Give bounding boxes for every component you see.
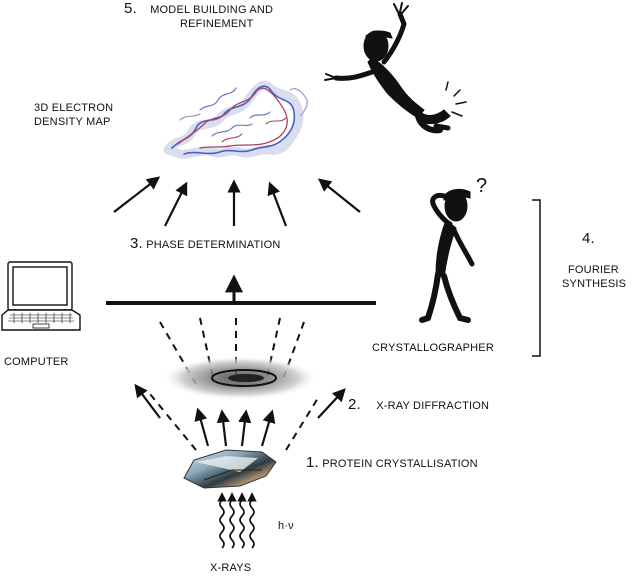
diffraction-arrows <box>134 383 346 447</box>
protein-crystal <box>183 449 277 489</box>
phase-arrows <box>113 176 361 227</box>
step-1-text: PROTEIN CRYSTALLISATION <box>322 458 478 470</box>
step-3-number: 3. <box>130 235 143 252</box>
step-4-line2: SYNTHESIS <box>562 278 627 290</box>
diffraction-pattern <box>162 356 318 400</box>
step-3-label: 3. PHASE DETERMINATION <box>130 235 281 252</box>
step-1-label: 1. PROTEIN CRYSTALLISATION <box>306 454 478 471</box>
step-5-line1: MODEL BUILDING AND <box>150 4 274 16</box>
incoming-xrays <box>217 492 257 549</box>
fourier-bracket <box>532 199 541 357</box>
step-2-text: X-RAY DIFFRACTION <box>376 400 490 412</box>
density-map-line1: 3D ELECTRON <box>34 102 114 114</box>
photon-energy-label: h·ν <box>278 520 294 532</box>
step-4-number: 4. <box>582 230 595 247</box>
crystallographer-label: CRYSTALLOGRAPHER <box>372 342 494 354</box>
diffracted-rays-lower <box>149 393 319 451</box>
step-5-label: 5. MODEL BUILDING AND <box>124 0 273 17</box>
thinking-figure <box>419 188 475 323</box>
step-4-line1: FOURIER <box>568 264 619 276</box>
xrays-label: X-RAYS <box>210 562 252 574</box>
step-2-label: 2. X-RAY DIFFRACTION <box>348 396 489 413</box>
electron-density-map <box>163 80 308 159</box>
celebrating-figure <box>324 2 467 134</box>
computer-label: COMPUTER <box>4 356 69 368</box>
step-2-number: 2. <box>348 396 361 413</box>
computer-icon <box>1 261 81 331</box>
step-1-number: 1. <box>306 454 319 471</box>
question-mark: ? <box>476 175 487 197</box>
step-5-number: 5. <box>124 0 137 17</box>
density-map-line2: DENSITY MAP <box>34 116 111 128</box>
step-3-text: PHASE DETERMINATION <box>146 239 281 251</box>
step-5-line2: REFINEMENT <box>180 18 254 30</box>
